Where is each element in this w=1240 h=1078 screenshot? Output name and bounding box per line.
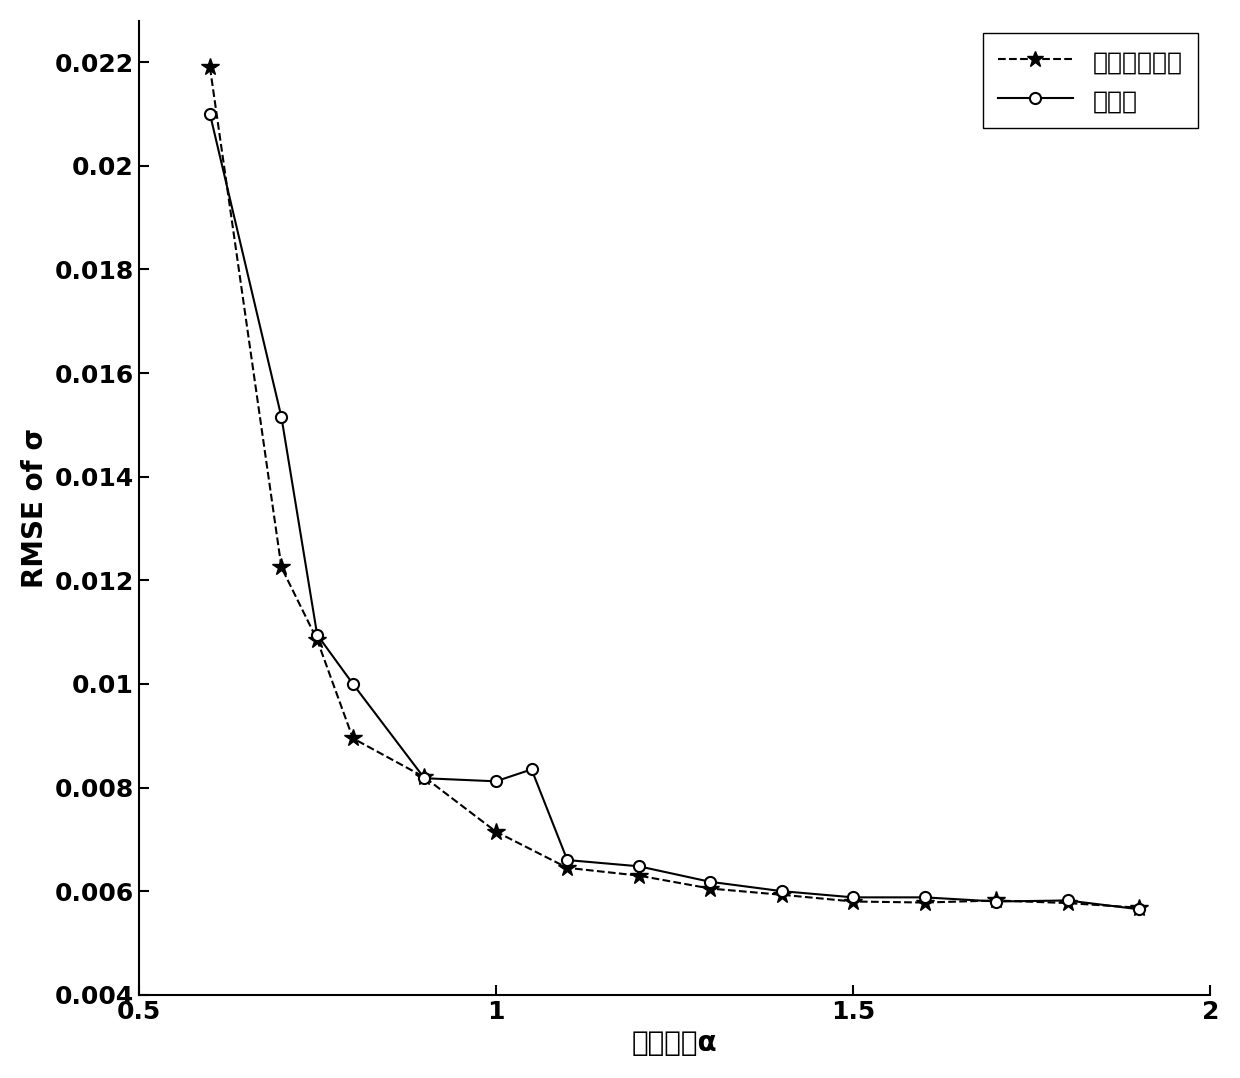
X-axis label: 特征指数α: 特征指数α: [631, 1029, 717, 1058]
Legend: 样本分位数法, 本发明: 样本分位数法, 本发明: [983, 33, 1198, 128]
Y-axis label: RMSE of σ: RMSE of σ: [21, 428, 48, 588]
